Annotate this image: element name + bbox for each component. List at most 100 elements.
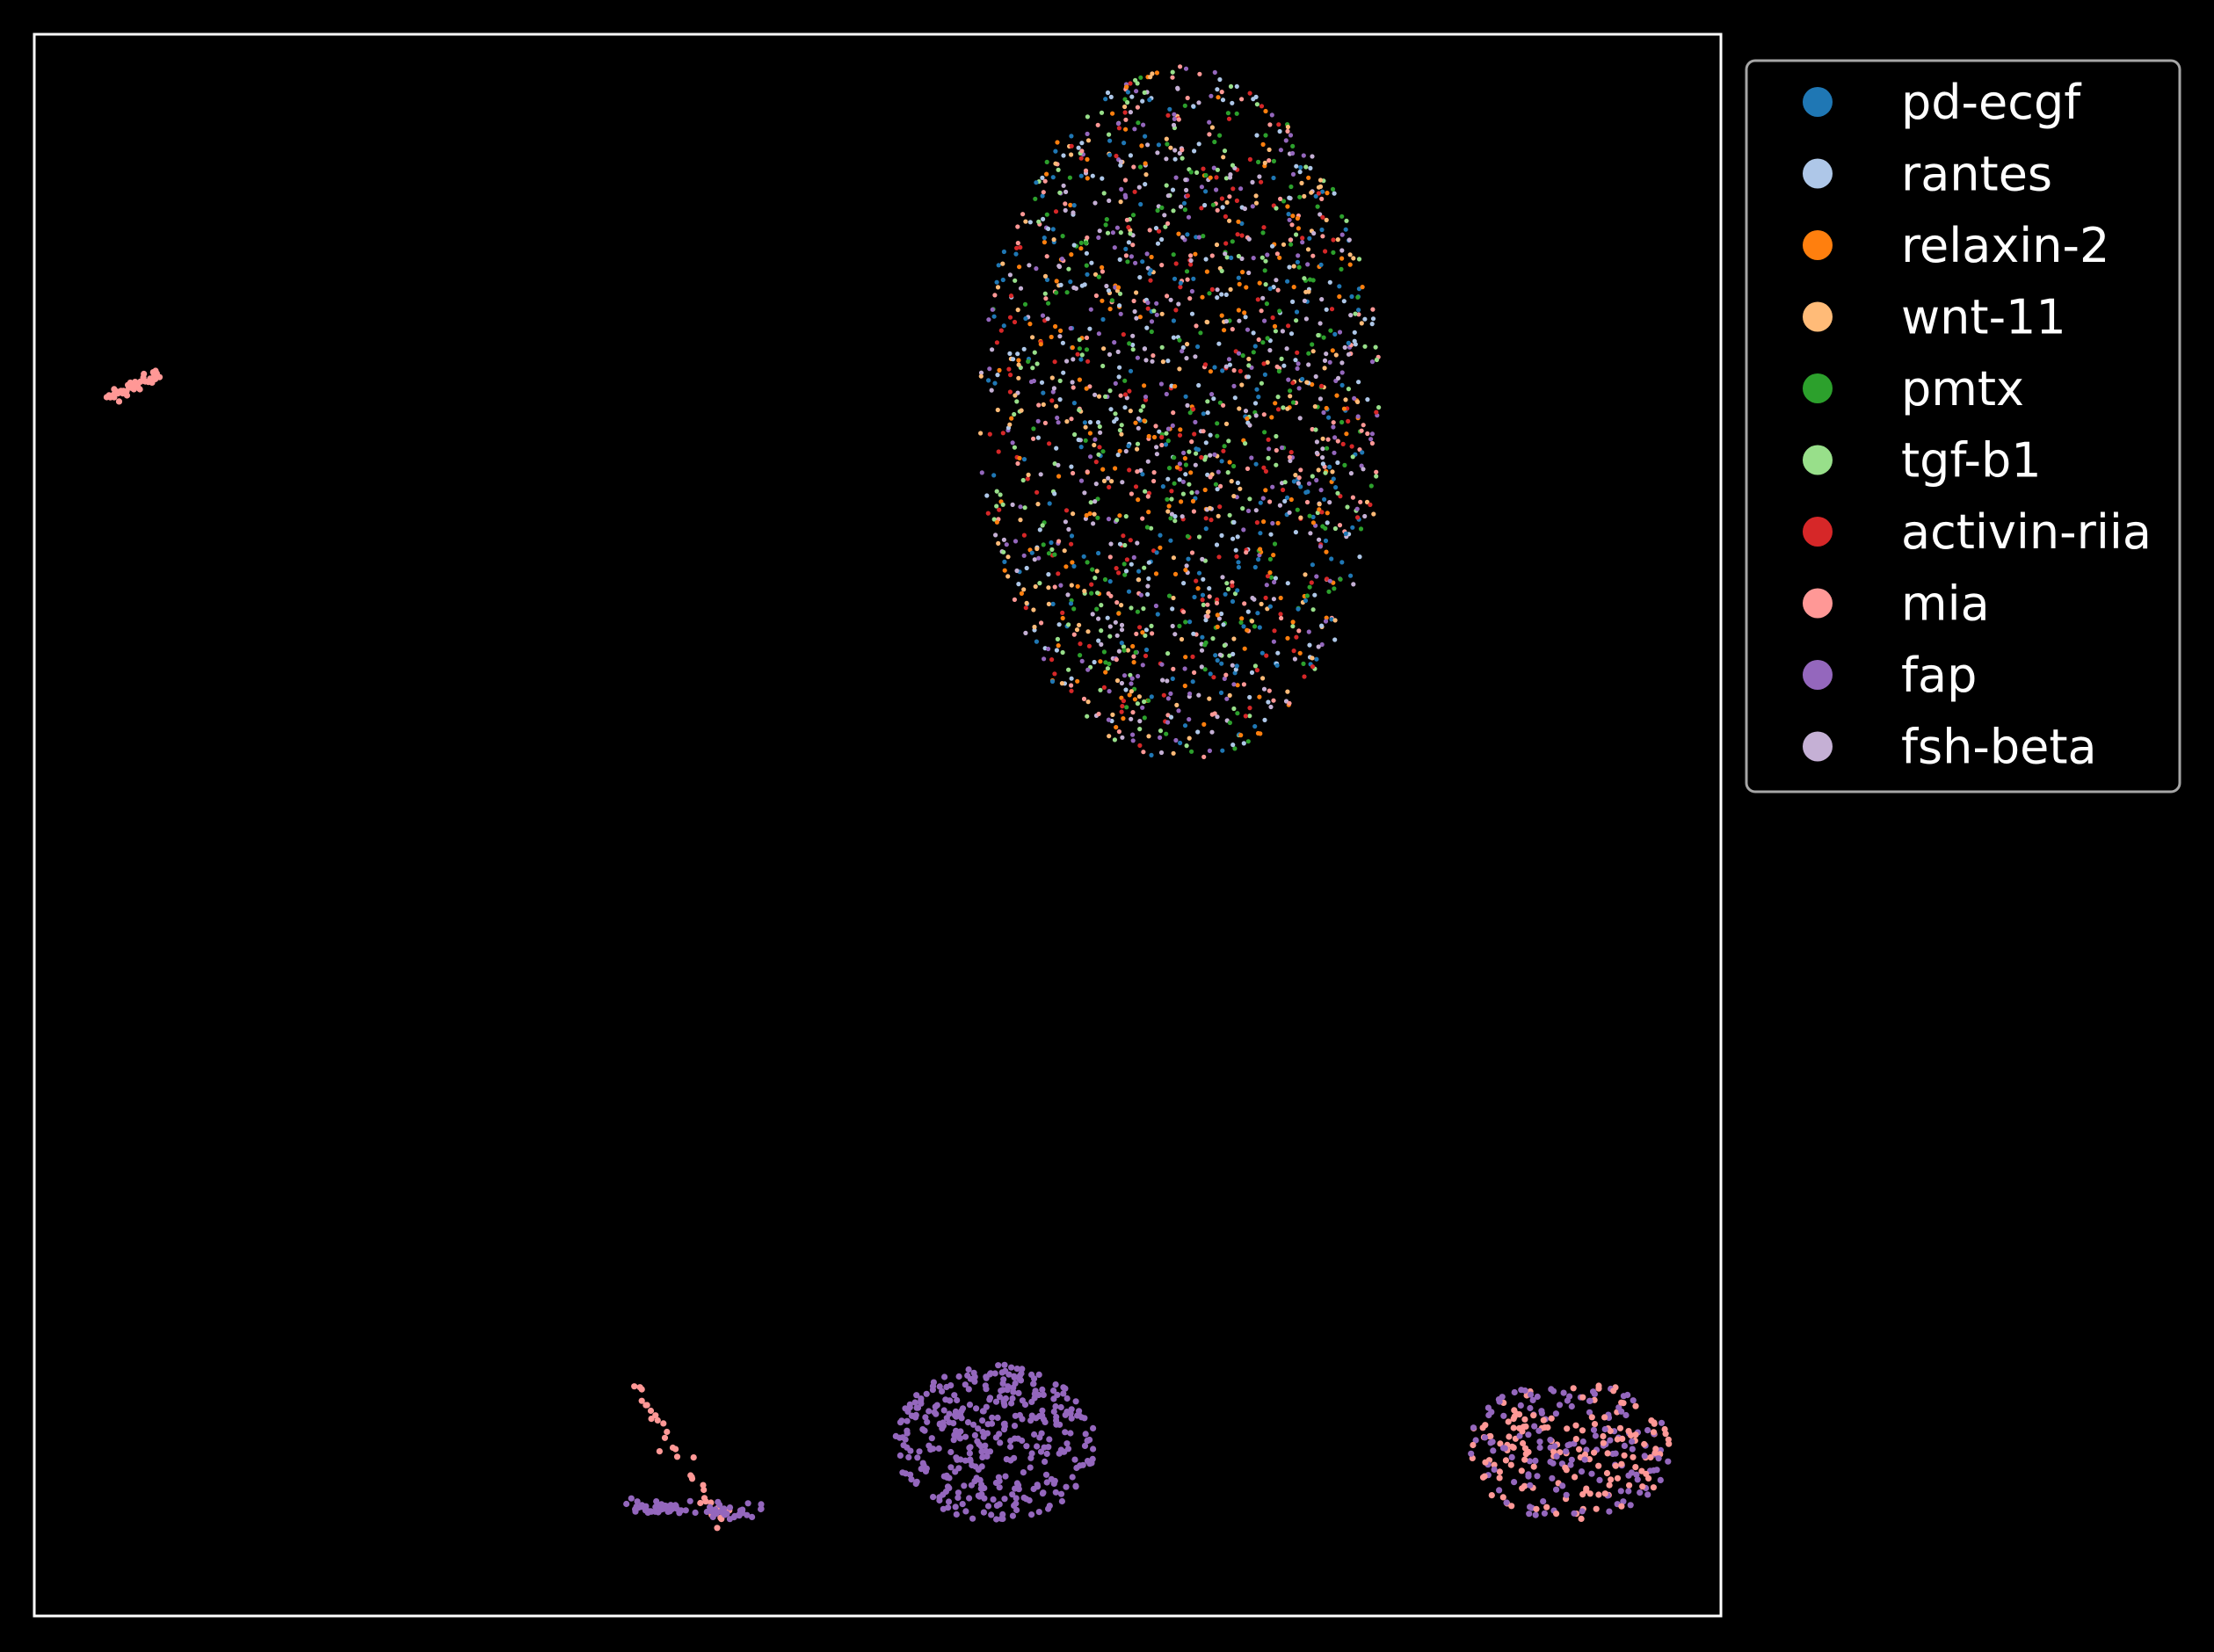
- scatter-point-fap: [1339, 370, 1345, 375]
- scatter-point-tgf-b1: [1274, 433, 1279, 439]
- scatter-point-mia: [1579, 1427, 1586, 1434]
- scatter-point-fap: [1153, 603, 1158, 609]
- scatter-point-pd-ecgf: [1013, 251, 1019, 257]
- scatter-point-pd-ecgf: [1215, 657, 1220, 663]
- scatter-point-mia: [111, 394, 118, 401]
- scatter-point-rantes: [1356, 380, 1361, 385]
- scatter-point-relaxin-2: [1260, 141, 1266, 147]
- scatter-point-wnt-11: [1128, 409, 1133, 414]
- scatter-point-rantes: [1061, 153, 1066, 158]
- scatter-point-mia: [1576, 1446, 1583, 1453]
- scatter-point-fsh-beta: [990, 347, 995, 352]
- scatter-point-fap: [1280, 445, 1285, 451]
- scatter-point-fsh-beta: [1136, 425, 1141, 431]
- scatter-point-tgf-b1: [1057, 190, 1063, 195]
- scatter-point-fap: [1180, 349, 1185, 354]
- scatter-point-fap: [911, 1399, 918, 1406]
- scatter-point-fap: [714, 1509, 721, 1516]
- scatter-point-wnt-11: [1092, 272, 1099, 277]
- scatter-point-fap: [1481, 1434, 1489, 1441]
- scatter-point-fap: [1488, 1409, 1495, 1416]
- scatter-point-tgf-b1: [1219, 268, 1224, 273]
- scatter-point-fap: [1579, 1508, 1586, 1515]
- scatter-point-rantes: [1285, 581, 1290, 586]
- scatter-point-tgf-b1: [1159, 344, 1165, 350]
- scatter-point-fap: [1586, 1409, 1593, 1416]
- scatter-point-tgf-b1: [1103, 394, 1108, 399]
- scatter-point-wnt-11: [1082, 589, 1087, 594]
- scatter-point-tgf-b1: [1172, 518, 1178, 524]
- scatter-point-tgf-b1: [1240, 506, 1245, 511]
- scatter-point-fsh-beta: [1134, 315, 1139, 321]
- scatter-point-pd-ecgf: [1236, 564, 1241, 570]
- scatter-point-activin-riia: [1295, 350, 1300, 355]
- legend-marker-wnt-11: [1803, 301, 1833, 332]
- scatter-point-fap: [1060, 1390, 1067, 1397]
- scatter-point-fap: [940, 1407, 947, 1414]
- scatter-point-mia: [1647, 1453, 1654, 1461]
- scatter-point-pd-ecgf: [1348, 573, 1354, 578]
- scatter-point-pd-ecgf: [1208, 671, 1213, 677]
- scatter-point-mia: [1267, 122, 1273, 127]
- scatter-point-fap: [1023, 1443, 1030, 1450]
- scatter-point-rantes: [1153, 226, 1159, 231]
- scatter-point-fap: [1036, 1434, 1043, 1441]
- scatter-point-pmtx: [1166, 593, 1172, 598]
- scatter-point-relaxin-2: [1261, 519, 1267, 525]
- scatter-point-activin-riia: [1294, 634, 1299, 640]
- scatter-point-mia: [1187, 296, 1193, 301]
- scatter-point-activin-riia: [1126, 225, 1131, 230]
- scatter-point-tgf-b1: [1310, 607, 1316, 612]
- scatter-point-mia: [1189, 439, 1194, 445]
- scatter-point-wnt-11: [1221, 155, 1226, 160]
- scatter-point-activin-riia: [1255, 297, 1260, 302]
- scatter-point-fsh-beta: [1196, 100, 1201, 105]
- scatter-point-fap: [1005, 1371, 1013, 1378]
- scatter-point-activin-riia: [1063, 508, 1070, 513]
- scatter-point-fap: [980, 1485, 987, 1492]
- scatter-point-mia: [656, 1448, 664, 1455]
- scatter-point-fsh-beta: [989, 388, 994, 393]
- scatter-point-fap: [1590, 1426, 1598, 1433]
- scatter-point-wnt-11: [1310, 349, 1316, 354]
- scatter-point-relaxin-2: [1242, 310, 1247, 315]
- scatter-point-mia: [1153, 424, 1158, 429]
- scatter-point-wnt-11: [1205, 610, 1210, 615]
- scatter-point-mia: [1488, 1492, 1495, 1499]
- scatter-point-pmtx: [1227, 720, 1232, 726]
- scatter-point-mia: [1185, 277, 1190, 282]
- scatter-point-fap: [1249, 455, 1254, 460]
- scatter-point-fap: [1588, 1470, 1595, 1477]
- scatter-point-tgf-b1: [1247, 496, 1252, 502]
- scatter-point-pmtx: [1332, 586, 1337, 591]
- scatter-point-fap: [1222, 676, 1227, 682]
- scatter-point-fap: [708, 1508, 715, 1515]
- scatter-point-fap: [1072, 1483, 1079, 1490]
- scatter-point-mia: [1319, 196, 1325, 201]
- scatter-point-activin-riia: [1300, 235, 1305, 241]
- scatter-point-rantes: [1230, 743, 1236, 748]
- scatter-point-rantes: [1146, 560, 1151, 565]
- scatter-point-rantes: [1145, 591, 1151, 598]
- scatter-point-mia: [1507, 1461, 1514, 1468]
- scatter-point-fap: [628, 1495, 635, 1502]
- scatter-point-fsh-beta: [1136, 185, 1142, 190]
- scatter-point-mia: [1356, 312, 1361, 317]
- scatter-point-mia: [1491, 1461, 1498, 1468]
- scatter-point-rantes: [1335, 460, 1340, 466]
- scatter-point-pmtx: [1290, 143, 1296, 149]
- scatter-point-fap: [1027, 1454, 1034, 1461]
- scatter-point-wnt-11: [1310, 656, 1315, 661]
- scatter-point-relaxin-2: [1245, 416, 1250, 421]
- scatter-point-relaxin-2: [1236, 219, 1241, 224]
- scatter-point-activin-riia: [1053, 209, 1059, 214]
- scatter-point-fsh-beta: [1308, 531, 1313, 536]
- scatter-point-fsh-beta: [1142, 346, 1147, 351]
- scatter-point-activin-riia: [1014, 245, 1020, 250]
- scatter-point-fap: [1607, 1437, 1614, 1444]
- scatter-point-relaxin-2: [1117, 513, 1122, 518]
- scatter-point-wnt-11: [1018, 518, 1023, 523]
- scatter-point-mia: [1572, 1474, 1579, 1481]
- scatter-point-wnt-11: [1285, 124, 1290, 130]
- scatter-point-mia: [1042, 178, 1048, 184]
